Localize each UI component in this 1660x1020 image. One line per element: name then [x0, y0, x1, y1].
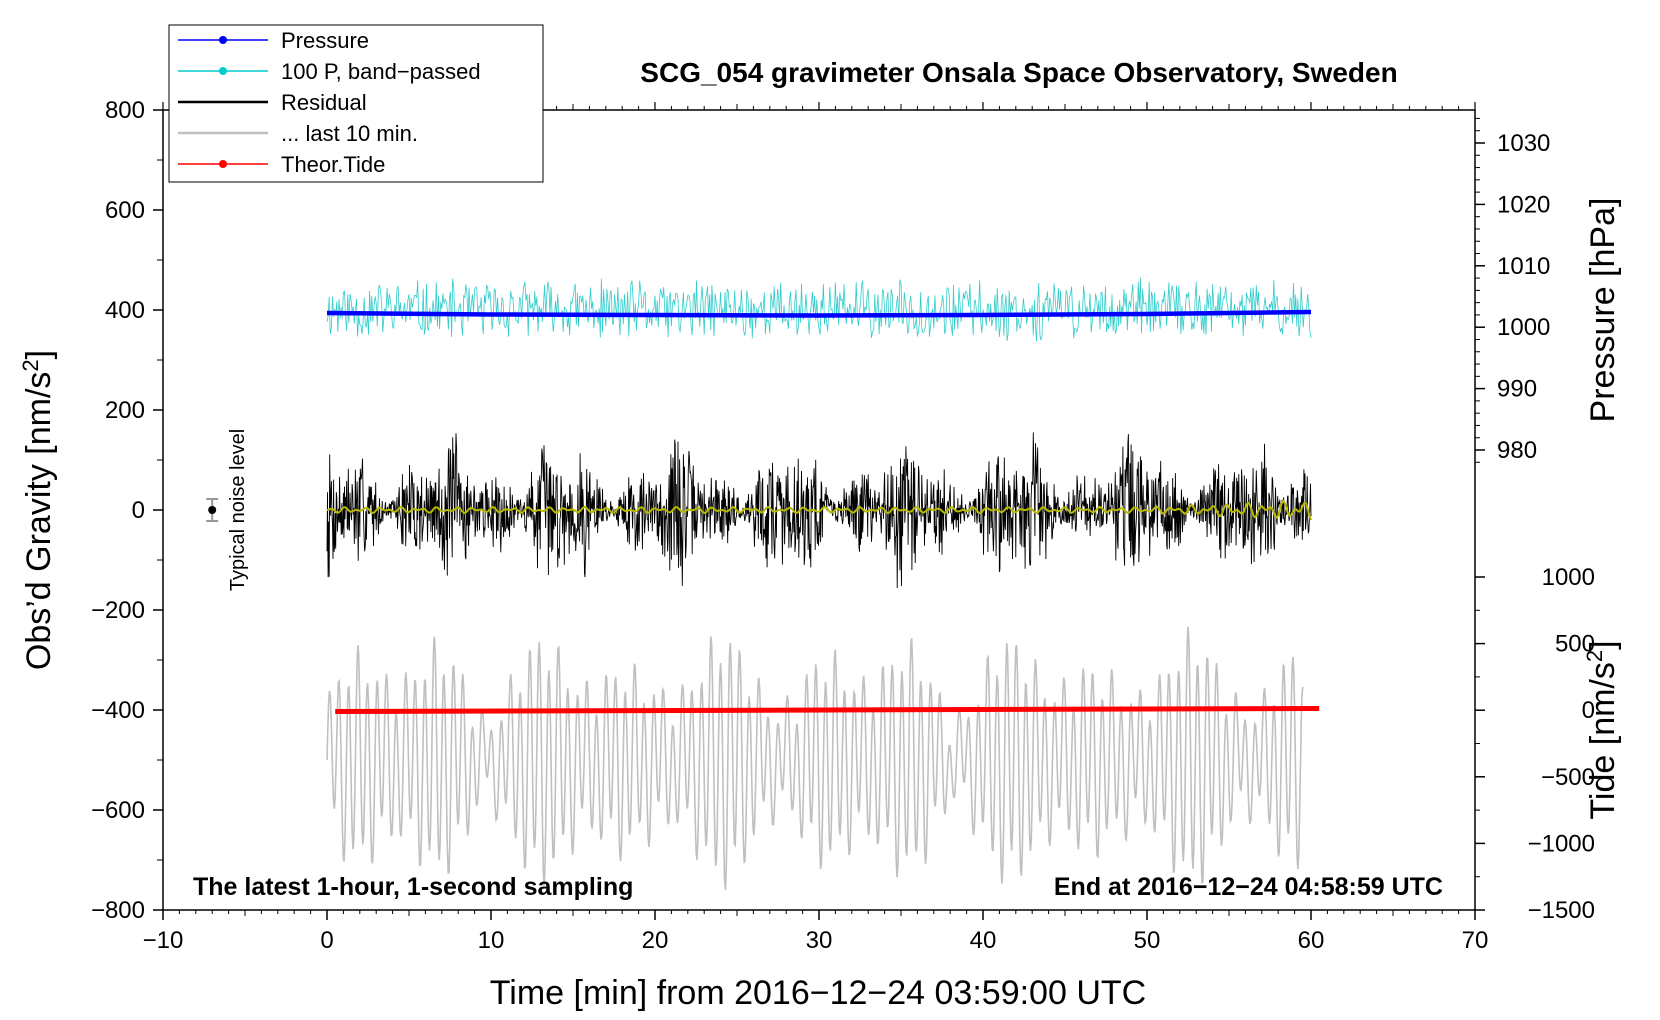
series-residual-smoothed: [326, 499, 1312, 521]
legend-label: ... last 10 min.: [281, 121, 418, 146]
tide-tick-label: −500: [1541, 764, 1595, 791]
y-tick-label: −800: [91, 897, 145, 924]
x-tick-label: 30: [806, 927, 833, 954]
y-tick-label: 400: [105, 297, 145, 324]
series-pressure-bandpassed: [326, 277, 1312, 342]
y-axis-label-left: Obs’d Gravity [nm/s2]: [18, 350, 58, 670]
tide-tick-label: 500: [1555, 631, 1595, 658]
pressure-tick-label: 1010: [1497, 253, 1550, 280]
y-tick-label: 800: [105, 97, 145, 124]
y-axis-label-tide: Tide [nm/s2]: [1582, 640, 1622, 819]
legend-swatch-dot: [219, 36, 227, 44]
pressure-tick-label: 1020: [1497, 191, 1550, 218]
legend-label: Pressure: [281, 28, 369, 53]
x-tick-label: 50: [1134, 927, 1161, 954]
tide-tick-label: 0: [1582, 697, 1595, 724]
x-tick-label: 60: [1298, 927, 1325, 954]
chart-title: SCG_054 gravimeter Onsala Space Observat…: [640, 57, 1397, 88]
pressure-tick-label: 990: [1497, 376, 1537, 403]
series-theoretical-tide: [335, 706, 1320, 714]
x-tick-label: 40: [970, 927, 997, 954]
y-tick-label: −400: [91, 697, 145, 724]
y-tick-label: 600: [105, 197, 145, 224]
y-axis-label-left-main: Obs’d Gravity [nm/s: [20, 372, 58, 671]
y-axis-label-left-sup: 2: [18, 359, 43, 371]
x-tick-label: −10: [143, 927, 184, 954]
series-layer: [326, 277, 1320, 891]
y-tick-label: −200: [91, 597, 145, 624]
y-axis-label-tide-main: Tide [nm/s: [1584, 662, 1622, 819]
tide-tick-label: 1000: [1542, 564, 1595, 591]
pressure-tick-label: 980: [1497, 437, 1537, 464]
x-tick-label: 0: [320, 927, 333, 954]
x-tick-label: 20: [642, 927, 669, 954]
noise-level-marker: [206, 498, 219, 522]
legend-label: Residual: [281, 90, 367, 115]
x-tick-label: 10: [478, 927, 505, 954]
tide-tick-label: −1000: [1528, 830, 1595, 857]
y-tick-label: 200: [105, 397, 145, 424]
tide-tick-label: −1500: [1528, 897, 1595, 924]
series-pressure: [326, 309, 1312, 318]
y-tick-label: −600: [91, 797, 145, 824]
legend-label: 100 P, band−passed: [281, 59, 481, 84]
y-axis-label-tide-sup: 2: [1582, 650, 1607, 662]
y-axis-label-pressure: Pressure [hPa]: [1584, 198, 1622, 423]
noise-level-label: Typical noise level: [227, 429, 249, 591]
pressure-tick-label: 1030: [1497, 130, 1550, 157]
annotation-sampling: The latest 1-hour, 1-second sampling: [193, 873, 633, 901]
annotation-end-time: End at 2016−12−24 04:58:59 UTC: [1054, 873, 1443, 901]
legend-label: Theor.Tide: [281, 152, 385, 177]
series-last-10-min: [326, 626, 1304, 891]
noise-level-dot: [208, 506, 217, 514]
x-axis-label: Time [min] from 2016−12−24 03:59:00 UTC: [490, 974, 1146, 1012]
legend-entries: Pressure 100 P, band−passed Residual ... la…: [178, 28, 481, 177]
legend: Pressure 100 P, band−passed Residual ... la…: [168, 24, 544, 183]
y-axis-label-left-close: ]: [20, 350, 58, 359]
x-tick-label: 70: [1462, 927, 1489, 954]
pressure-tick-label: 1000: [1497, 314, 1550, 341]
legend-box: [168, 24, 544, 183]
legend-swatch-dot: [219, 67, 227, 75]
series-residual: [326, 432, 1312, 589]
y-axis-label-tide-close: ]: [1584, 640, 1622, 649]
y-tick-label: 0: [132, 497, 145, 524]
legend-swatch-dot: [219, 160, 227, 168]
axes-layer: −10 0 10 20 30 40 50 60 70−800−600−400−200020040…: [91, 97, 1595, 954]
